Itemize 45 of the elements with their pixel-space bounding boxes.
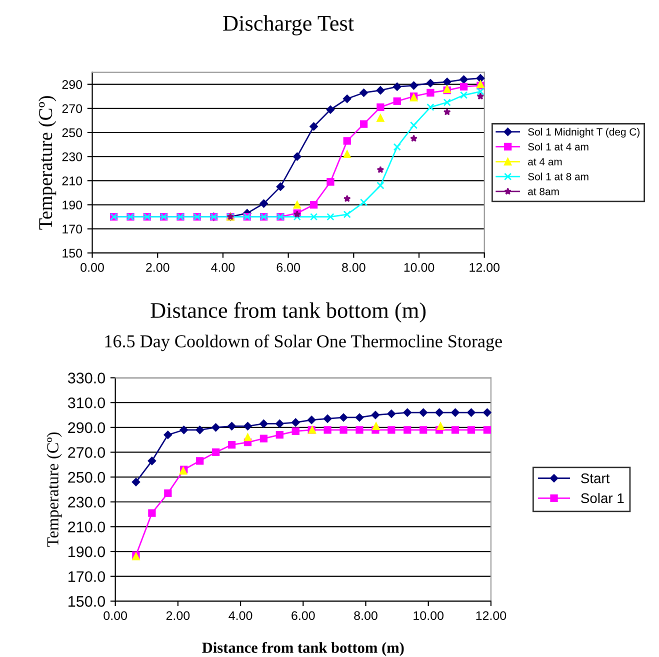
- chart-title: 16.5 Day Cooldown of Solar One Thermocline Storage: [105, 334, 502, 352]
- x-tick-label: 0.00: [104, 611, 127, 620]
- x-tick-label: 10.00: [404, 262, 434, 272]
- legend-label: Solar 1: [581, 492, 624, 504]
- y-tick-label: 230.0: [68, 496, 106, 508]
- y-tick-label: 330.0: [68, 372, 106, 384]
- legend-label: Start: [581, 473, 610, 484]
- x-tick-label: 4.00: [211, 262, 235, 272]
- x-tick-label: 8.00: [342, 262, 366, 272]
- y-tick-label: 170: [62, 224, 82, 234]
- legend-label: Sol 1 at 4 am: [528, 142, 588, 150]
- y-tick-label: 230: [62, 152, 82, 162]
- x-tick-label: 8.00: [354, 611, 378, 620]
- y-tick-label: 190: [62, 200, 82, 210]
- x-tick-label: 6.00: [292, 611, 315, 620]
- legend-label: at 8am: [528, 188, 559, 196]
- y-tick-label: 270.0: [68, 447, 106, 458]
- y-axis-title: Temperature (Cº): [38, 96, 56, 230]
- y-tick-label: 290.0: [68, 422, 106, 434]
- y-tick-label: 210.0: [68, 522, 106, 532]
- legend-label: Sol 1 Midnight T (deg C): [528, 128, 640, 138]
- y-tick-label: 270: [62, 104, 82, 114]
- y-tick-label: 190.0: [68, 546, 106, 558]
- legend-label: Sol 1 at 8 am: [528, 172, 588, 180]
- x-tick-label: 2.00: [146, 262, 170, 272]
- x-axis-title: Distance from tank bottom (m): [202, 642, 404, 656]
- x-tick-label: 10.00: [414, 611, 444, 620]
- y-axis-title: Temperature (Cº): [46, 432, 62, 547]
- x-tick-label: 12.00: [476, 611, 506, 620]
- x-tick-label: 6.00: [276, 262, 300, 272]
- y-tick-label: 170.0: [68, 571, 106, 582]
- x-tick-label: 2.00: [166, 611, 190, 620]
- y-tick-label: 150: [62, 248, 82, 258]
- y-tick-label: 250: [62, 128, 82, 138]
- x-axis-title: Distance from tank bottom (m): [150, 302, 426, 322]
- legend-label: at 4 am: [528, 158, 562, 166]
- y-tick-label: 150.0: [68, 596, 106, 607]
- y-tick-label: 290: [62, 80, 82, 89]
- y-tick-label: 250.0: [68, 472, 106, 483]
- x-tick-label: 4.00: [228, 611, 252, 620]
- x-tick-label: 0.00: [80, 262, 104, 272]
- y-tick-label: 210: [62, 176, 82, 186]
- x-tick-label: 12.00: [470, 262, 500, 272]
- chart-title: Discharge Test: [223, 15, 354, 36]
- y-tick-label: 310.0: [68, 397, 106, 408]
